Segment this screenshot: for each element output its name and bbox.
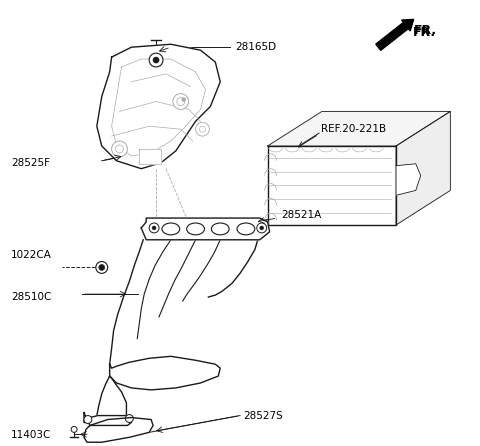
Ellipse shape <box>211 223 229 235</box>
Circle shape <box>149 53 163 67</box>
Text: 28527S: 28527S <box>243 411 283 421</box>
Polygon shape <box>84 417 153 442</box>
Circle shape <box>173 94 189 109</box>
Polygon shape <box>109 356 220 390</box>
Circle shape <box>112 141 127 157</box>
Text: 1022CA: 1022CA <box>11 250 52 260</box>
Text: FR.: FR. <box>414 24 437 37</box>
Circle shape <box>257 223 267 233</box>
Text: 28525F: 28525F <box>11 158 50 168</box>
Polygon shape <box>84 413 132 425</box>
Text: 28521A: 28521A <box>281 210 322 220</box>
Circle shape <box>152 226 156 230</box>
Circle shape <box>116 145 123 153</box>
Circle shape <box>153 57 159 63</box>
Text: 11403C: 11403C <box>11 430 51 440</box>
Circle shape <box>99 264 105 270</box>
Ellipse shape <box>162 223 180 235</box>
Polygon shape <box>396 112 450 225</box>
Circle shape <box>125 415 133 422</box>
Circle shape <box>195 122 209 136</box>
Polygon shape <box>139 149 161 164</box>
Polygon shape <box>97 376 126 431</box>
Text: 28510C: 28510C <box>11 292 51 302</box>
Polygon shape <box>268 112 450 146</box>
Circle shape <box>177 98 185 106</box>
Circle shape <box>260 226 264 230</box>
Ellipse shape <box>187 223 204 235</box>
Circle shape <box>96 261 108 273</box>
Circle shape <box>182 98 186 102</box>
Ellipse shape <box>237 223 255 235</box>
Polygon shape <box>268 146 396 225</box>
FancyArrow shape <box>376 19 414 50</box>
Text: REF.20-221B: REF.20-221B <box>321 124 386 134</box>
Circle shape <box>84 416 92 423</box>
Text: 28165D: 28165D <box>235 42 276 52</box>
Polygon shape <box>97 44 220 169</box>
Polygon shape <box>141 218 270 240</box>
Polygon shape <box>396 164 421 195</box>
Circle shape <box>200 126 205 132</box>
Circle shape <box>71 426 77 432</box>
Text: FR.: FR. <box>413 26 436 39</box>
Circle shape <box>149 223 159 233</box>
